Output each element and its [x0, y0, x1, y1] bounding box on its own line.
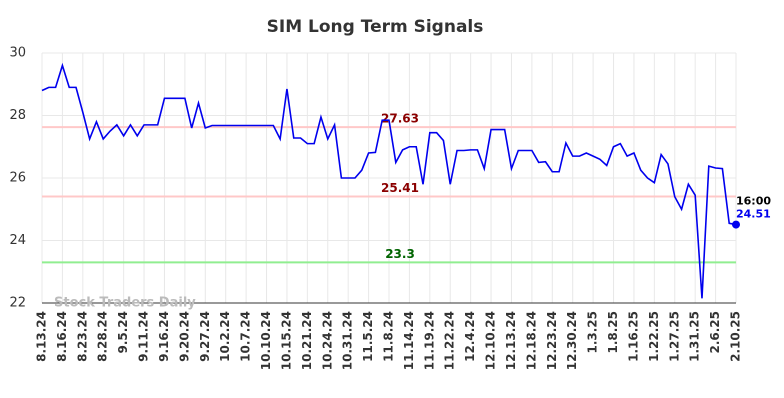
x-tick-label: 12.30.24 — [565, 311, 579, 370]
y-tick-label: 26 — [9, 171, 26, 186]
x-tick-label: 9.5.24 — [116, 311, 130, 354]
x-tick-label: 1.3.25 — [586, 311, 600, 354]
x-tick-label: 8.16.24 — [55, 311, 69, 362]
x-tick-label: 8.28.24 — [96, 311, 110, 362]
x-tick-label: 10.31.24 — [341, 311, 355, 370]
x-tick-label: 12.10.24 — [484, 311, 498, 370]
x-tick-label: 1.8.25 — [606, 311, 620, 354]
x-tick-label: 8.23.24 — [75, 311, 89, 362]
watermark: Stock Traders Daily — [54, 296, 196, 311]
x-tick-label: 10.10.24 — [259, 311, 273, 370]
x-tick-label: 1.22.25 — [647, 311, 661, 362]
x-tick-label: 9.11.24 — [137, 311, 151, 362]
x-tick-label: 10.24.24 — [320, 311, 334, 370]
x-tick-label: 12.18.24 — [524, 311, 538, 370]
y-tick-label: 28 — [9, 108, 26, 123]
x-tick-label: 10.2.24 — [218, 311, 232, 362]
x-tick-label: 11.14.24 — [402, 311, 416, 370]
signal-label: 25.41 — [381, 181, 419, 195]
price-line — [41, 62, 737, 299]
x-tick-label: 11.5.24 — [361, 311, 375, 362]
x-tick-label: 9.27.24 — [198, 311, 212, 362]
x-tick-label: 10.15.24 — [279, 311, 293, 370]
x-tick-label: 11.19.24 — [422, 311, 436, 370]
x-tick-label: 8.13.24 — [35, 311, 49, 362]
y-tick-label: 22 — [9, 296, 26, 311]
last-value: 24.51 — [736, 208, 771, 221]
x-tick-label: 9.20.24 — [177, 311, 191, 362]
last-time: 16:00 — [736, 195, 771, 208]
x-tick-label: 12.13.24 — [504, 311, 518, 370]
y-tick-label: 24 — [9, 233, 26, 248]
x-tick-label: 12.4.24 — [463, 311, 477, 362]
x-tick-label: 12.23.24 — [545, 311, 559, 370]
x-tick-label: 2.10.25 — [729, 311, 743, 362]
x-tick-label: 11.22.24 — [443, 311, 457, 370]
x-tick-label: 10.7.24 — [239, 311, 253, 362]
x-tick-label: 10.21.24 — [300, 311, 314, 370]
y-tick-label: 30 — [9, 46, 26, 61]
chart-title: SIM Long Term Signals — [267, 17, 484, 37]
signal-label: 27.63 — [381, 112, 419, 126]
last-point — [732, 220, 740, 229]
signal-label: 23.3 — [385, 247, 415, 261]
x-tick-label: 2.6.25 — [708, 311, 722, 354]
x-tick-label: 9.16.24 — [157, 311, 171, 362]
x-tick-label: 1.16.25 — [626, 311, 640, 362]
x-tick-label: 11.8.24 — [382, 311, 396, 362]
x-tick-label: 1.27.25 — [667, 311, 681, 362]
x-tick-label: 1.31.25 — [688, 311, 702, 362]
